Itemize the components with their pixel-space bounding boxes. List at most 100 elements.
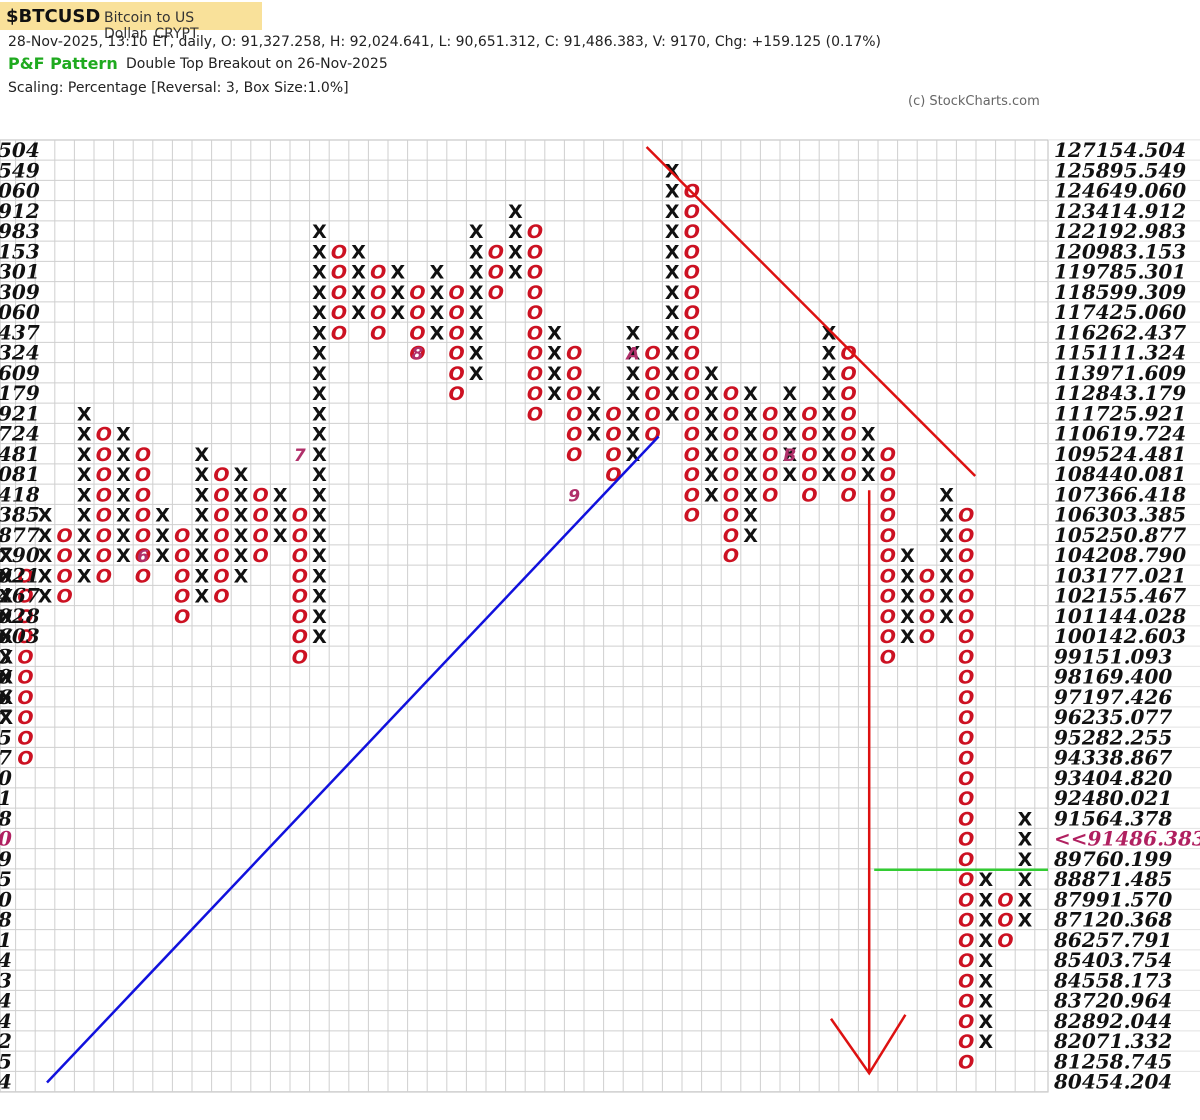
x-box: X <box>978 1011 993 1033</box>
x-box: X <box>77 403 92 425</box>
x-box: X <box>312 606 327 628</box>
o-box: O <box>880 505 896 527</box>
price-axis: 127154.504125895.549124649.060123414.912… <box>1048 138 1200 1094</box>
x-box: X <box>469 322 484 344</box>
x-box: X <box>665 262 680 284</box>
x-box: X <box>194 586 209 608</box>
price-tick-label: 105250.877 <box>1054 523 1186 547</box>
o-box: O <box>253 484 269 506</box>
price-tick-label: 119785.301 <box>1054 260 1186 284</box>
x-box: X <box>626 343 641 365</box>
x-box: X <box>312 586 327 608</box>
x-box: X <box>234 545 249 567</box>
o-box: O <box>527 221 543 243</box>
o-box: O <box>96 464 112 486</box>
left-tick-label: 028 <box>0 604 40 628</box>
pattern-title[interactable]: P&F Pattern <box>8 54 118 73</box>
x-box: X <box>312 424 327 446</box>
left-tick-label: 3 <box>0 644 12 668</box>
o-box: O <box>488 241 504 263</box>
x-box: X <box>782 383 797 405</box>
o-box: O <box>292 525 308 547</box>
o-box: O <box>684 322 700 344</box>
x-box: X <box>665 282 680 304</box>
x-box: X <box>665 181 680 203</box>
o-box: O <box>880 545 896 567</box>
arrow-head <box>829 1014 907 1076</box>
x-box: X <box>978 991 993 1013</box>
o-box: O <box>331 241 347 263</box>
month-marker: B <box>783 446 796 466</box>
o-box: O <box>292 505 308 527</box>
o-box: O <box>174 586 190 608</box>
x-box: X <box>704 383 719 405</box>
o-box: O <box>919 565 935 587</box>
o-box: O <box>723 545 739 567</box>
o-box: O <box>331 322 347 344</box>
o-box: O <box>723 383 739 405</box>
o-box: O <box>96 565 112 587</box>
o-box: O <box>96 484 112 506</box>
x-box: X <box>822 424 837 446</box>
left-tick-label: 877 <box>0 523 40 547</box>
o-box: O <box>841 464 857 486</box>
price-tick-label: 80454.204 <box>1053 1070 1172 1094</box>
o-box: O <box>253 525 269 547</box>
x-box: X <box>194 565 209 587</box>
o-box: O <box>370 282 386 304</box>
x-box: X <box>0 626 13 648</box>
price-tick-label: 96235.077 <box>1054 705 1172 729</box>
o-box: O <box>17 646 33 668</box>
x-box: X <box>0 646 13 668</box>
left-tick-label: 9 <box>0 847 12 871</box>
o-box: O <box>723 444 739 466</box>
o-box: O <box>174 565 190 587</box>
o-box: O <box>449 282 465 304</box>
x-box: X <box>978 869 993 891</box>
x-box: X <box>939 525 954 547</box>
x-box: X <box>900 545 915 567</box>
o-box: O <box>566 403 582 425</box>
o-box: O <box>958 667 974 689</box>
left-tick-label: 301 <box>0 260 40 284</box>
o-box: O <box>684 383 700 405</box>
o-box: O <box>841 383 857 405</box>
o-box: O <box>841 484 857 506</box>
x-box: X <box>77 525 92 547</box>
x-box: X <box>194 525 209 547</box>
price-tick-label: 84558.173 <box>1053 968 1172 992</box>
symbol-label[interactable]: $BTCUSD <box>6 6 101 27</box>
price-tick-label: 81258.745 <box>1053 1049 1172 1073</box>
o-box: O <box>527 322 543 344</box>
o-box: O <box>292 626 308 648</box>
o-box: O <box>292 606 308 628</box>
left-tick-label: 4 <box>0 1009 12 1033</box>
o-box: O <box>527 262 543 284</box>
quote-line: 28-Nov-2025, 13:10 ET, daily, O: 91,327.… <box>8 34 882 50</box>
price-tick-label: 102155.467 <box>1054 584 1186 608</box>
o-box: O <box>449 322 465 344</box>
o-box: O <box>566 383 582 405</box>
x-box: X <box>1018 869 1033 891</box>
o-box: O <box>880 646 896 668</box>
x-box: X <box>155 525 170 547</box>
x-box: X <box>312 565 327 587</box>
left-tick-label: 4 <box>0 989 12 1013</box>
o-box: O <box>292 586 308 608</box>
x-box: X <box>978 930 993 952</box>
o-box: O <box>880 444 896 466</box>
o-box: O <box>527 363 543 385</box>
bearish-resistance-line <box>645 146 977 477</box>
o-box: O <box>409 302 425 324</box>
x-box: X <box>430 262 445 284</box>
left-tick-label: 5 <box>0 1049 12 1073</box>
left-tick-label: 609 <box>0 361 40 385</box>
x-box: X <box>116 484 131 506</box>
x-box: X <box>38 586 53 608</box>
left-axis: 5045490609129831533013090604373246091799… <box>0 138 40 1094</box>
price-tick-label: 113971.609 <box>1054 361 1186 385</box>
o-box: O <box>17 667 33 689</box>
plot-area <box>0 139 1049 1093</box>
x-box: X <box>390 282 405 304</box>
o-box: O <box>801 424 817 446</box>
